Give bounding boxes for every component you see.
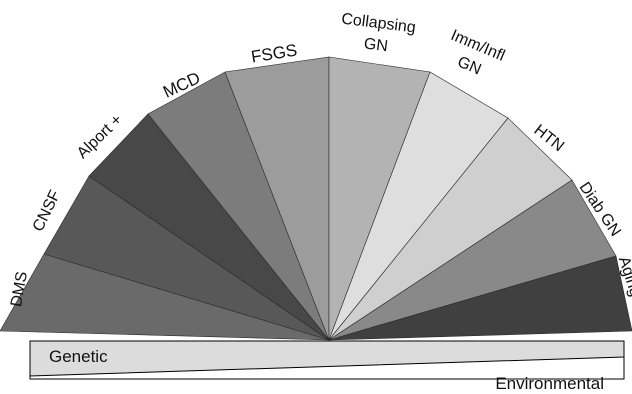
genetic-wedge [29,340,625,377]
environmental-label: Environmental [495,374,604,393]
disease-fan [0,56,632,341]
genetic-label: Genetic [49,347,108,366]
segment-label-line: GN [363,35,389,55]
segment-aging [328,255,632,341]
segment-label-line: Imm/Infl [448,27,507,65]
segment-label-line: DMS [8,270,31,308]
segment-label-collapsing: CollapsingGN [338,11,417,59]
segment-label-dms: DMS [8,270,31,308]
segment-label-line: Collapsing [340,11,416,37]
segment-label-imm: Imm/InflGN [440,27,508,85]
segment-label-line: GN [455,54,484,79]
genetic-environmental-bar: Genetic Environmental [29,340,625,393]
